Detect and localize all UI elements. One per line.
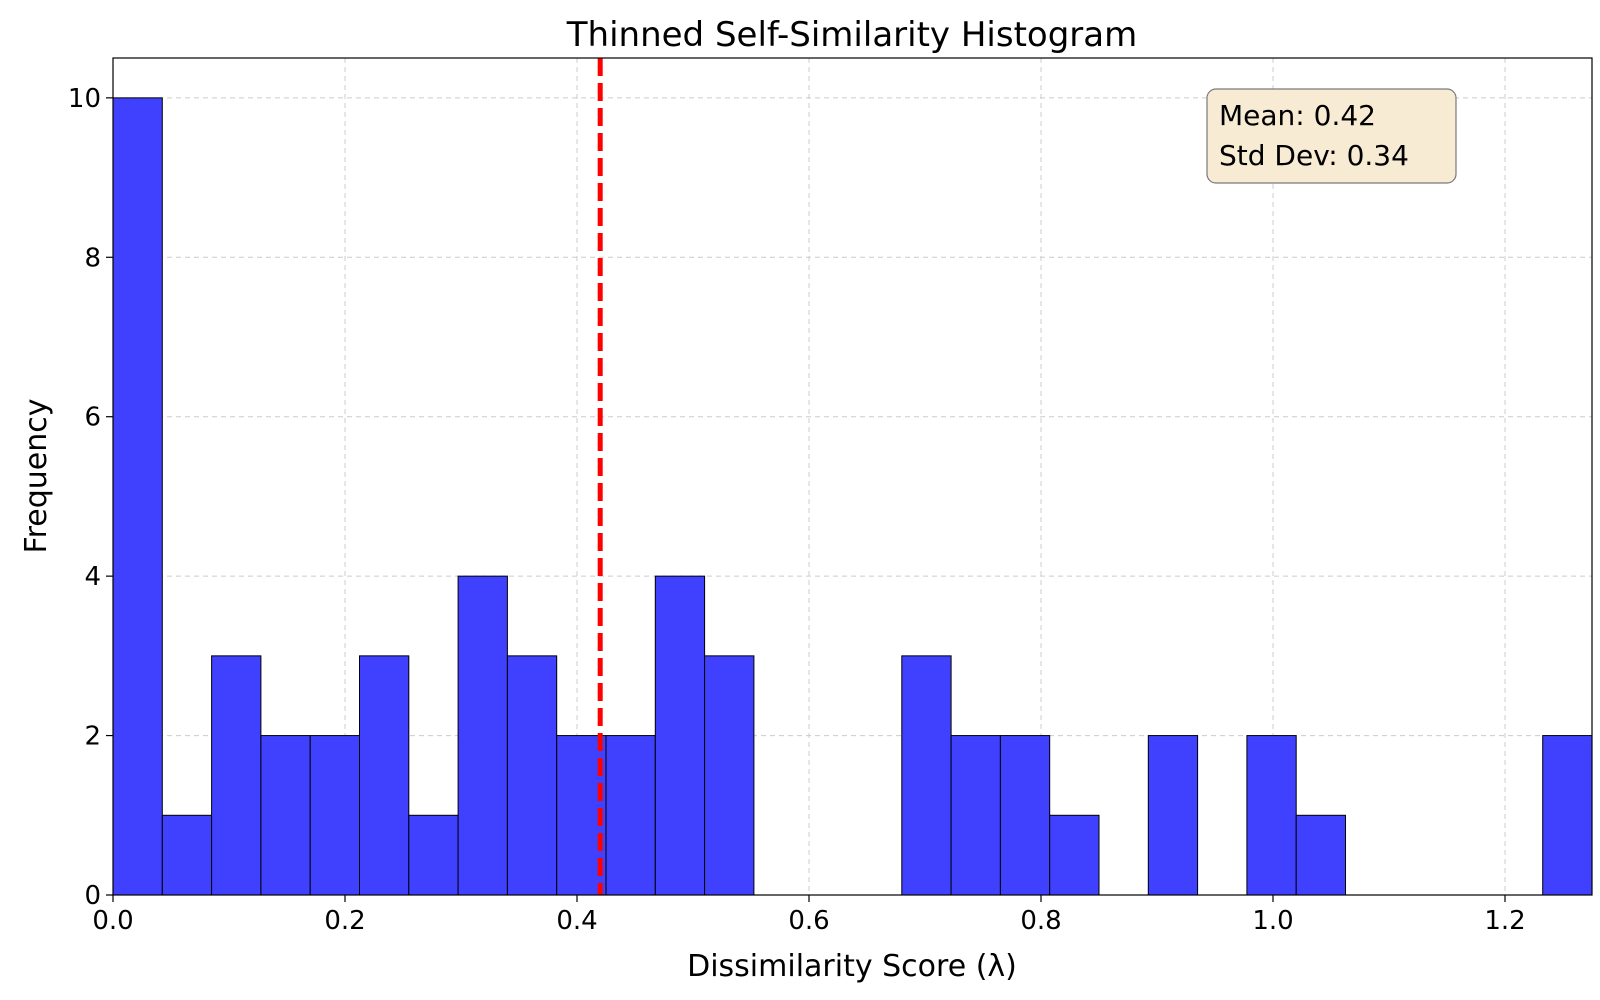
histogram-bar (1049, 814, 1100, 896)
x-tick-label: 0.8 (1020, 906, 1061, 936)
stats-box: Mean: 0.42 Std Dev: 0.34 (1206, 88, 1457, 184)
stats-box-background (1206, 88, 1457, 184)
x-tick-label: 1.2 (1484, 906, 1525, 936)
y-tick-label: 2 (84, 722, 101, 752)
histogram-bar (506, 655, 558, 896)
x-axis-label: Dissimilarity Score (λ) (687, 949, 1017, 984)
histogram-bar (704, 655, 755, 896)
histogram-bar (161, 814, 213, 896)
histogram-bar (950, 735, 1001, 896)
histogram-bar (1542, 735, 1593, 896)
histogram-bar (1295, 814, 1346, 896)
histogram-bar (408, 814, 459, 896)
y-axis-label: Frequency (19, 399, 54, 554)
stats-mean-text: Mean: 0.42 (1219, 99, 1376, 132)
histogram-bar (457, 575, 508, 896)
y-tick-label: 10 (68, 84, 101, 114)
x-tick-label: 0.2 (324, 906, 365, 936)
plot-frame (112, 57, 1593, 896)
histogram-bar (999, 735, 1051, 896)
histogram-bar (1246, 735, 1297, 896)
y-tick-label: 0 (84, 881, 101, 911)
histogram-bar (112, 97, 163, 896)
histogram-bar (901, 655, 952, 896)
x-tick-label: 0.4 (556, 906, 597, 936)
histogram-bar (359, 655, 410, 896)
histogram-bar (605, 735, 656, 896)
y-tick-label: 6 (84, 403, 101, 433)
y-tick-label: 8 (84, 243, 101, 273)
axis-ticks: 0.0 0.2 0.4 0.6 0.8 1.0 1.2 0 2 4 6 8 10 (68, 84, 1526, 936)
y-tick-label: 4 (84, 562, 101, 592)
histogram-bar (211, 655, 262, 896)
x-tick-label: 0.0 (92, 906, 133, 936)
x-tick-label: 0.6 (788, 906, 829, 936)
histogram-bar (309, 735, 361, 896)
chart-title: Thinned Self-Similarity Histogram (566, 15, 1137, 55)
histogram-bar (654, 575, 706, 896)
stats-std-text: Std Dev: 0.34 (1219, 139, 1409, 172)
x-tick-label: 1.0 (1252, 906, 1293, 936)
histogram-bar (1147, 735, 1199, 896)
histogram-bars (112, 97, 1593, 896)
histogram-bar (260, 735, 311, 896)
